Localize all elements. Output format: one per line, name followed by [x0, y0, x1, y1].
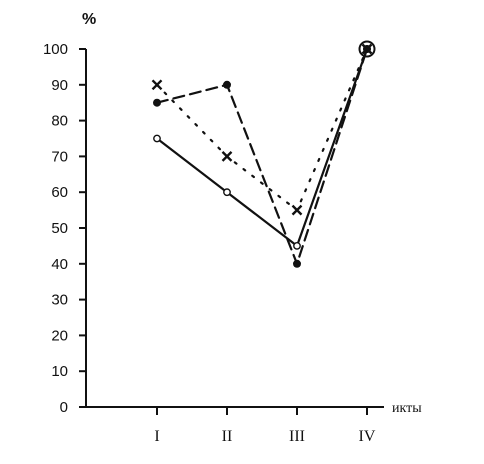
- data-point: [153, 134, 161, 143]
- y-tick-label: 50: [51, 220, 68, 237]
- data-point: [151, 79, 163, 91]
- coincident-point-ring: [358, 40, 376, 58]
- x-tick-label: IV: [359, 428, 376, 445]
- series-open-circle-line: [155, 47, 369, 247]
- data-point: [153, 98, 161, 107]
- data-point: [361, 43, 373, 55]
- x-axis-ticks: I II III IV: [154, 407, 376, 445]
- x-tick-label: I: [154, 428, 159, 445]
- series-filled-circle-line: [155, 47, 369, 265]
- data-point: [223, 80, 231, 89]
- data-point: [223, 188, 231, 197]
- y-tick-label: 10: [51, 363, 68, 380]
- data-point: [293, 259, 301, 268]
- y-tick-label: 70: [51, 148, 68, 165]
- y-tick-label: 90: [51, 77, 68, 94]
- series-filled-circle: [153, 45, 371, 268]
- y-tick-label: 30: [51, 292, 68, 309]
- y-tick-label: 60: [51, 184, 68, 201]
- data-point: [221, 151, 233, 162]
- data-point: [291, 204, 303, 216]
- series-cross: [151, 43, 373, 216]
- series-cross-line: [155, 47, 369, 212]
- y-axis-ticks: 0 10 20 30 40 50 60 70 80 90 100: [43, 41, 86, 416]
- y-tick-label: 100: [43, 41, 68, 58]
- y-axis-unit-label: %: [82, 11, 96, 28]
- y-tick-label: 0: [60, 399, 68, 416]
- y-tick-label: 80: [51, 113, 68, 130]
- x-tick-label: III: [289, 428, 305, 445]
- series-open-circle: [153, 45, 371, 250]
- chart-series: [151, 40, 376, 268]
- y-tick-label: 40: [51, 256, 68, 273]
- y-tick-label: 20: [51, 327, 68, 344]
- x-tick-label: II: [222, 428, 233, 445]
- data-point: [293, 241, 301, 250]
- x-axis-title: икты: [392, 401, 422, 416]
